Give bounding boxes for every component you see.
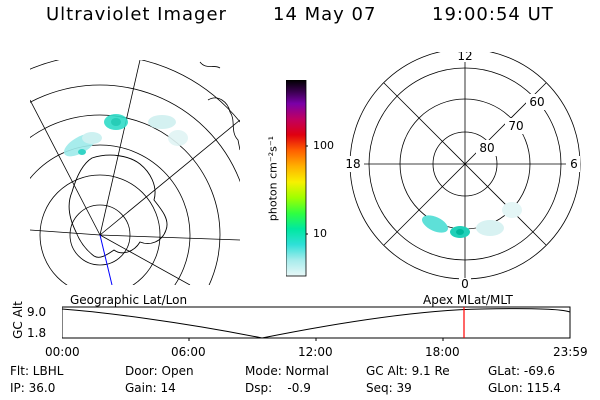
colorbar-tick-100: 100 <box>313 139 334 152</box>
altitude-timeline <box>62 306 571 341</box>
door-status: Door: Open <box>125 364 194 378</box>
glat-status: GLat: -69.6 <box>488 364 555 378</box>
x-tick-1200: 12:00 <box>298 345 333 359</box>
x-tick-0000: 00:00 <box>45 345 80 359</box>
mlt-label-18: 18 <box>345 157 360 171</box>
colorbar-unit-label: photon cm⁻²s⁻¹ <box>266 135 280 222</box>
apex-label: Apex MLat/MLT <box>423 293 513 307</box>
altitude-curve <box>62 308 571 339</box>
gc-alt-status: GC Alt: 9.1 Re <box>366 364 450 378</box>
time-label: 19:00:54 UT <box>432 4 554 25</box>
ip-status: IP: 36.0 <box>10 381 56 395</box>
aurora-oval <box>63 114 188 157</box>
instrument-title: Ultraviolet Imager <box>46 4 227 25</box>
x-tick-2359: 23:59 <box>553 345 588 359</box>
date-label: 14 May 07 <box>273 4 377 25</box>
subsatellite-track <box>99 234 113 285</box>
y-tick-high: 9.0 <box>27 305 47 319</box>
mlat-label-70: 70 <box>508 119 523 133</box>
dsp-status: Dsp: -0.9 <box>245 381 311 395</box>
polar-map: 12 18 6 0 60 70 80 <box>342 52 581 292</box>
mlat-label-60: 60 <box>529 95 544 109</box>
colorbar <box>286 80 308 277</box>
polar-aurora <box>421 202 522 238</box>
colorbar-tick-10: 10 <box>313 227 327 240</box>
mlat-label-80: 80 <box>479 141 494 155</box>
mode-status: Mode: Normal <box>245 364 329 378</box>
y-tick-low: 1.8 <box>27 326 47 340</box>
filter-status: Flt: LBHL <box>10 364 64 378</box>
gc-alt-axis-label: GC Alt <box>11 301 25 339</box>
gain-status: Gain: 14 <box>125 381 176 395</box>
seq-status: Seq: 39 <box>366 381 412 395</box>
x-tick-0600: 06:00 <box>171 345 206 359</box>
mlt-label-6: 6 <box>570 157 578 171</box>
mlt-label-0: 0 <box>461 277 469 291</box>
mlt-label-12: 12 <box>457 52 472 63</box>
geographic-map <box>30 60 240 285</box>
x-tick-1800: 18:00 <box>425 345 460 359</box>
glon-status: GLon: 115.4 <box>488 381 561 395</box>
geo-label: Geographic Lat/Lon <box>70 293 188 307</box>
